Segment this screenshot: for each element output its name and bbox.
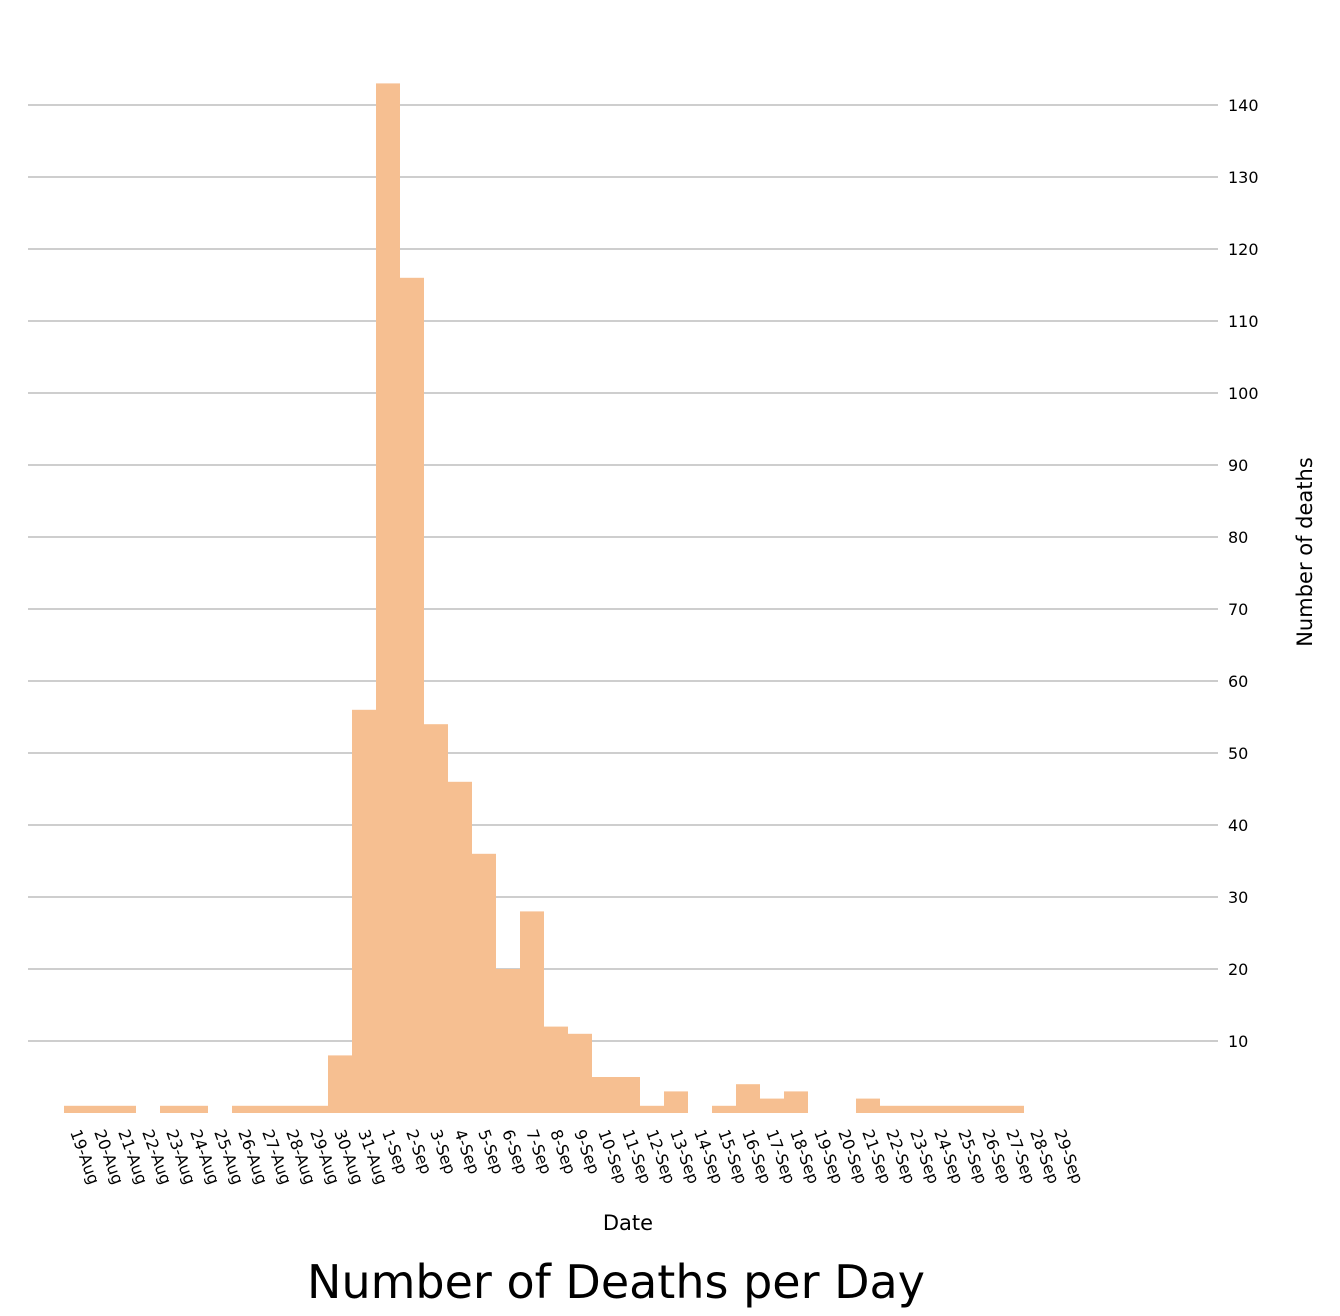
- bar-18-Sep: [784, 1091, 808, 1113]
- bar-3-Sep: [424, 724, 448, 1113]
- gridlines: [28, 104, 1210, 1042]
- bar-21-Sep: [856, 1098, 880, 1113]
- bar-7-Sep: [520, 911, 544, 1113]
- y-tick-label: 120: [1228, 240, 1259, 259]
- y-tick-label: 70: [1228, 600, 1248, 619]
- bar-16-Sep: [736, 1084, 760, 1113]
- bar-17-Sep: [760, 1098, 784, 1113]
- bar-9-Sep: [568, 1033, 592, 1113]
- y-tick-label: 20: [1228, 960, 1248, 979]
- y-axis-label: Number of deaths: [1293, 457, 1317, 647]
- y-tick-label: 60: [1228, 672, 1248, 691]
- bar-22-Sep: [880, 1105, 904, 1113]
- bar-31-Aug: [352, 709, 376, 1113]
- bar-4-Sep: [448, 781, 472, 1113]
- bar-8-Sep: [544, 1026, 568, 1113]
- bar-13-Sep: [664, 1091, 688, 1113]
- y-tick-label: 40: [1228, 816, 1248, 835]
- bar-29-Aug: [304, 1105, 328, 1113]
- bar-24-Sep: [928, 1105, 952, 1113]
- bar-26-Sep: [976, 1105, 1000, 1113]
- y-tick-label: 10: [1228, 1032, 1248, 1051]
- y-tick-label: 110: [1228, 312, 1259, 331]
- y-tick-label: 90: [1228, 456, 1248, 475]
- bar-26-Aug: [232, 1105, 256, 1113]
- bar-30-Aug: [328, 1055, 352, 1113]
- bar-21-Aug: [112, 1105, 136, 1113]
- bar-27-Sep: [1000, 1105, 1024, 1113]
- bar-25-Sep: [952, 1105, 976, 1113]
- bar-11-Sep: [616, 1077, 640, 1113]
- y-tick-label: 130: [1228, 168, 1259, 187]
- bar-19-Aug: [64, 1105, 88, 1113]
- bar-15-Sep: [712, 1105, 736, 1113]
- bar-27-Aug: [256, 1105, 280, 1113]
- bar-1-Sep: [376, 83, 400, 1113]
- x-axis-label: Date: [603, 1211, 653, 1235]
- x-axis-ticks: 19-Aug20-Aug21-Aug22-Aug23-Aug24-Aug25-A…: [66, 1127, 1087, 1187]
- bar-5-Sep: [472, 853, 496, 1113]
- bar-23-Sep: [904, 1105, 928, 1113]
- bar-6-Sep: [496, 969, 520, 1113]
- bar-28-Aug: [280, 1105, 304, 1113]
- chart-title: Number of Deaths per Day: [307, 1255, 925, 1309]
- y-tick-label: 140: [1228, 96, 1259, 115]
- bar-12-Sep: [640, 1105, 664, 1113]
- y-tick-label: 80: [1228, 528, 1248, 547]
- y-tick-label: 50: [1228, 744, 1248, 763]
- bar-2-Sep: [400, 277, 424, 1113]
- bar-24-Aug: [184, 1105, 208, 1113]
- bars: [64, 83, 1024, 1113]
- bar-20-Aug: [88, 1105, 112, 1113]
- bar-23-Aug: [160, 1105, 184, 1113]
- y-tick-label: 100: [1228, 384, 1259, 403]
- y-axis-ticks: 10 20 30 40 50 60 70 80 90 100 110 120 130 140: [1210, 96, 1259, 1051]
- y-tick-label: 30: [1228, 888, 1248, 907]
- bar-10-Sep: [592, 1077, 616, 1113]
